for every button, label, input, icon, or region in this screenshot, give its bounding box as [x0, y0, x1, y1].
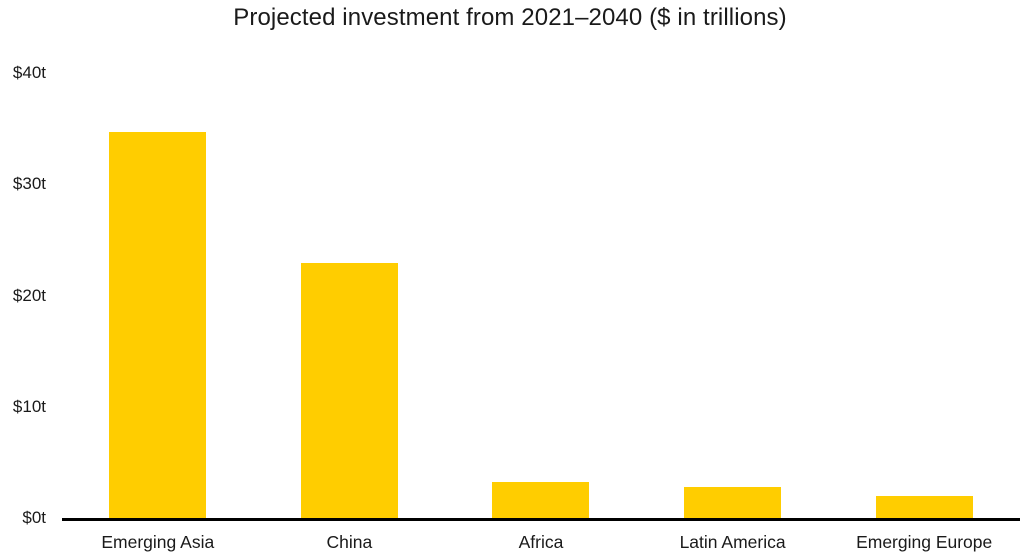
- x-category-label: Africa: [518, 532, 564, 552]
- y-axis: $0t $10t $20t $30t $40t: [0, 0, 48, 560]
- bar-latin-america: [684, 487, 782, 518]
- bar-emerging-asia: [109, 132, 207, 518]
- x-category-label: Latin America: [679, 532, 786, 552]
- bar-emerging-europe: [875, 496, 973, 518]
- x-category-label: Emerging Europe: [856, 532, 993, 552]
- chart-title: Projected investment from 2021–2040 ($ i…: [233, 4, 787, 31]
- y-tick-label: $20t: [12, 285, 46, 305]
- y-tick-label: $10t: [12, 396, 46, 416]
- bar-slot: [62, 0, 254, 518]
- plot-area: [62, 0, 1020, 518]
- bar-slot: [254, 0, 446, 518]
- bar-slot: [828, 0, 1020, 518]
- bar-slot: [637, 0, 829, 518]
- x-axis-labels: Emerging Asia China Africa Latin America Eme…: [62, 532, 1020, 553]
- bar-china: [300, 263, 398, 518]
- bar-africa: [492, 482, 590, 518]
- x-category-label: Emerging Asia: [101, 532, 215, 552]
- x-category-label: China: [326, 532, 373, 552]
- y-tick-label: $30t: [12, 174, 46, 194]
- y-tick-label: $0t: [22, 508, 46, 527]
- bar-slot: [445, 0, 637, 518]
- x-axis-line: [62, 518, 1020, 521]
- y-tick-label: $40t: [12, 63, 46, 82]
